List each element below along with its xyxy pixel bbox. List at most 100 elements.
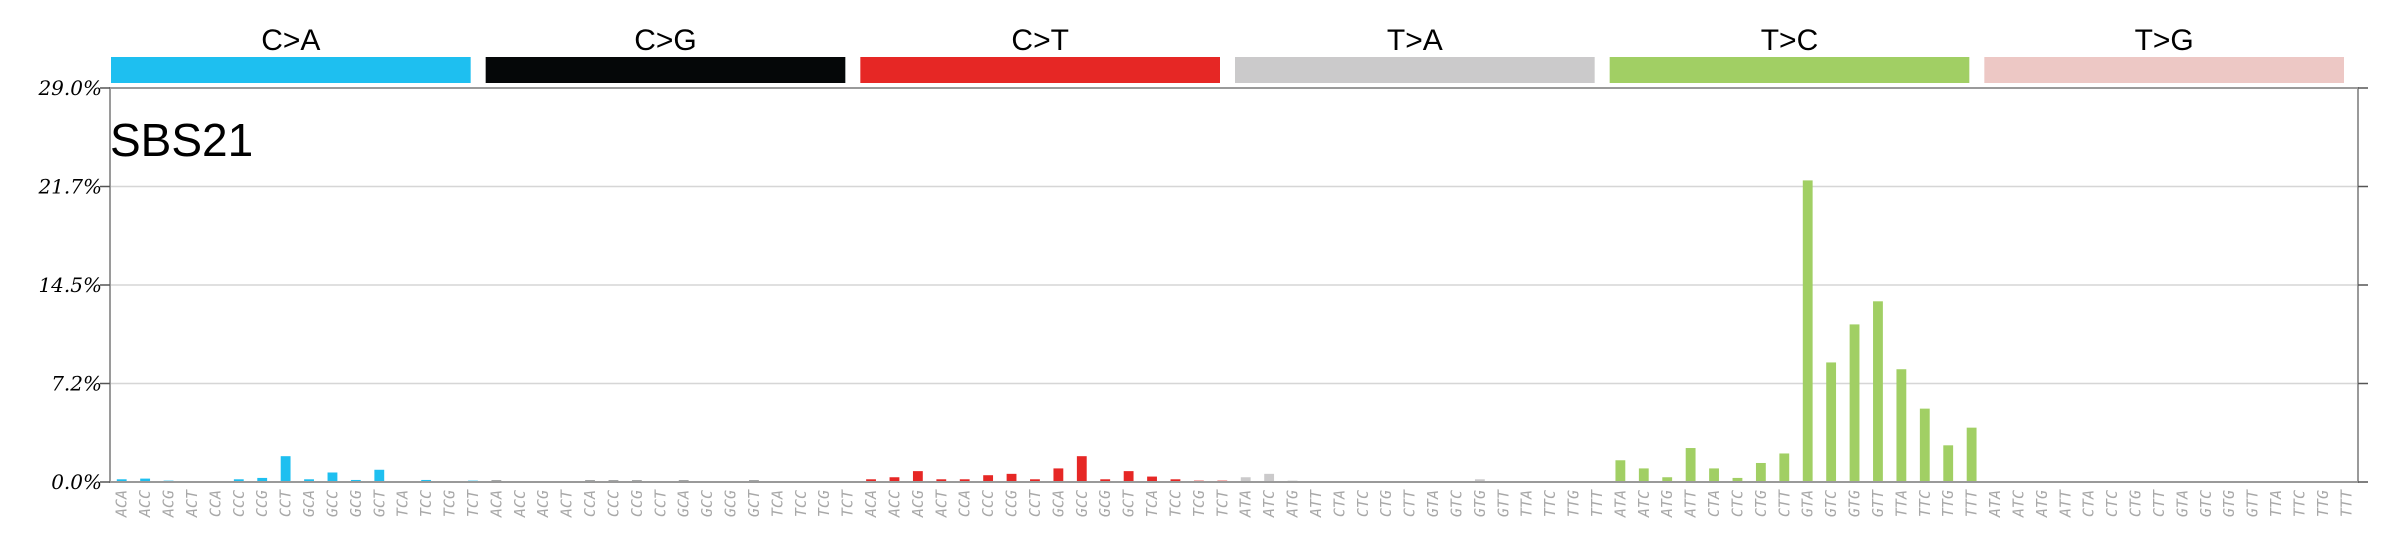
x-tick-label: TTA [2267, 490, 2285, 517]
x-tick-label: TTG [1565, 490, 1583, 517]
x-tick-label: TCT [464, 489, 482, 517]
x-tick-label: CCC [230, 490, 248, 517]
x-tick-label: GTC [2197, 490, 2215, 517]
x-tick-label: ATA [1986, 490, 2004, 518]
x-tick-label: CTC [1354, 490, 1372, 517]
x-tick-label: CTG [2127, 490, 2145, 517]
group-label: C>T [1011, 24, 1069, 57]
x-tick-label: ACC [885, 490, 903, 518]
x-tick-label: ATT [1307, 489, 1325, 518]
x-tick-label: GCG [722, 490, 740, 517]
x-tick-label: TCC [1166, 490, 1184, 517]
x-tick-label: ACA [862, 490, 880, 518]
x-tick-label: CTT [1775, 489, 1793, 517]
x-tick-label: TCA [768, 490, 786, 517]
bar [304, 479, 314, 482]
grid-lines [110, 185, 2358, 385]
chart-title: SBS21 [110, 114, 253, 166]
bar [1030, 479, 1040, 482]
bar [1264, 473, 1275, 482]
bar [1662, 477, 1673, 482]
y-tick-label: 29.0% [37, 76, 102, 100]
x-axis-ticks: ACA ACC ACG ACT CCA CCC CCG CCT GCA GCC GCG GCT TCA T… [113, 489, 2356, 518]
y-tick-label: 21.7% [37, 175, 102, 199]
x-tick-label: TCC [792, 490, 810, 517]
x-tick-label: CCC [604, 490, 622, 517]
x-tick-label: ACC [511, 490, 529, 518]
x-tick-label: GCA [300, 490, 318, 517]
bar [1896, 369, 1907, 482]
x-tick-label: CTC [1728, 490, 1746, 517]
x-tick-label: TTC [1541, 490, 1559, 517]
x-tick-label: GTG [1471, 490, 1489, 517]
x-tick-label: GCT [1120, 489, 1138, 517]
x-tick-label: GCG [347, 490, 365, 517]
bar [421, 479, 432, 482]
x-tick-label: CTT [2150, 489, 2168, 517]
x-tick-label: GTA [1424, 490, 1442, 517]
x-tick-label: CCG [1003, 490, 1021, 517]
group-label: T>A [1387, 24, 1443, 57]
x-tick-label: ACT [183, 489, 201, 518]
x-tick-label: ACG [160, 490, 178, 518]
x-tick-label: ACA [113, 490, 131, 518]
x-tick-label: CCT [1026, 489, 1044, 517]
x-tick-label: ACA [487, 490, 505, 518]
group-color-bar [111, 57, 471, 83]
mutation-group-header: C>A C>G C>T T>A T>C T>G [111, 24, 2344, 83]
x-tick-label: TTA [1892, 490, 1910, 517]
x-tick-label: GCC [323, 490, 341, 517]
x-tick-label: CTC [2103, 490, 2121, 517]
bar [1638, 468, 1649, 482]
bar [1053, 468, 1064, 482]
bar [327, 472, 338, 482]
x-tick-label: CTA [2080, 490, 2098, 517]
x-tick-label: CCC [979, 490, 997, 517]
bar [1170, 479, 1181, 482]
x-tick-label: CTA [1705, 490, 1723, 517]
x-tick-label: CCG [253, 490, 271, 517]
bar [1919, 408, 1930, 482]
group-label: T>G [2135, 24, 2194, 57]
bar [912, 471, 923, 482]
x-tick-label: TTG [1939, 490, 1957, 517]
x-tick-label: CTG [1752, 490, 1770, 517]
bar [936, 479, 947, 482]
x-tick-label: TTC [2290, 490, 2308, 517]
group-color-bar [860, 57, 1220, 83]
x-tick-label: GTC [1822, 490, 1840, 517]
x-tick-label: ACG [534, 490, 552, 518]
x-tick-label: GTG [1846, 490, 1864, 517]
x-tick-label: TTC [1916, 490, 1934, 517]
bar [1709, 468, 1719, 482]
x-tick-label: CTA [1330, 490, 1348, 517]
bar [233, 479, 244, 482]
bar [1732, 477, 1743, 482]
x-tick-label: TTT [1963, 489, 1981, 517]
x-tick-label: TTA [1518, 490, 1536, 517]
bar [1802, 180, 1813, 482]
x-tick-label: GTA [2173, 490, 2191, 517]
x-tick-label: GTT [1494, 489, 1512, 517]
bar [1615, 460, 1626, 482]
bar [257, 477, 268, 482]
x-tick-label: GCG [1096, 490, 1114, 517]
x-tick-label: GTG [2220, 490, 2238, 517]
x-tick-label: TCT [1213, 489, 1231, 517]
y-tick-label: 14.5% [38, 273, 102, 297]
x-tick-label: CCA [956, 490, 974, 517]
x-tick-label: CCG [628, 490, 646, 517]
x-tick-label: ATC [1635, 490, 1653, 518]
x-tick-label: GCT [370, 489, 388, 517]
x-tick-label: ATA [1237, 490, 1255, 518]
x-tick-label: GCA [675, 490, 693, 517]
x-tick-label: CCA [206, 490, 224, 517]
x-tick-label: ACG [909, 490, 927, 518]
bar [889, 477, 900, 482]
x-tick-label: ACC [136, 490, 154, 518]
bar [116, 479, 127, 482]
x-tick-label: ATT [2056, 489, 2074, 518]
bar [1240, 477, 1251, 482]
bar [1755, 462, 1766, 482]
bar [374, 469, 385, 482]
